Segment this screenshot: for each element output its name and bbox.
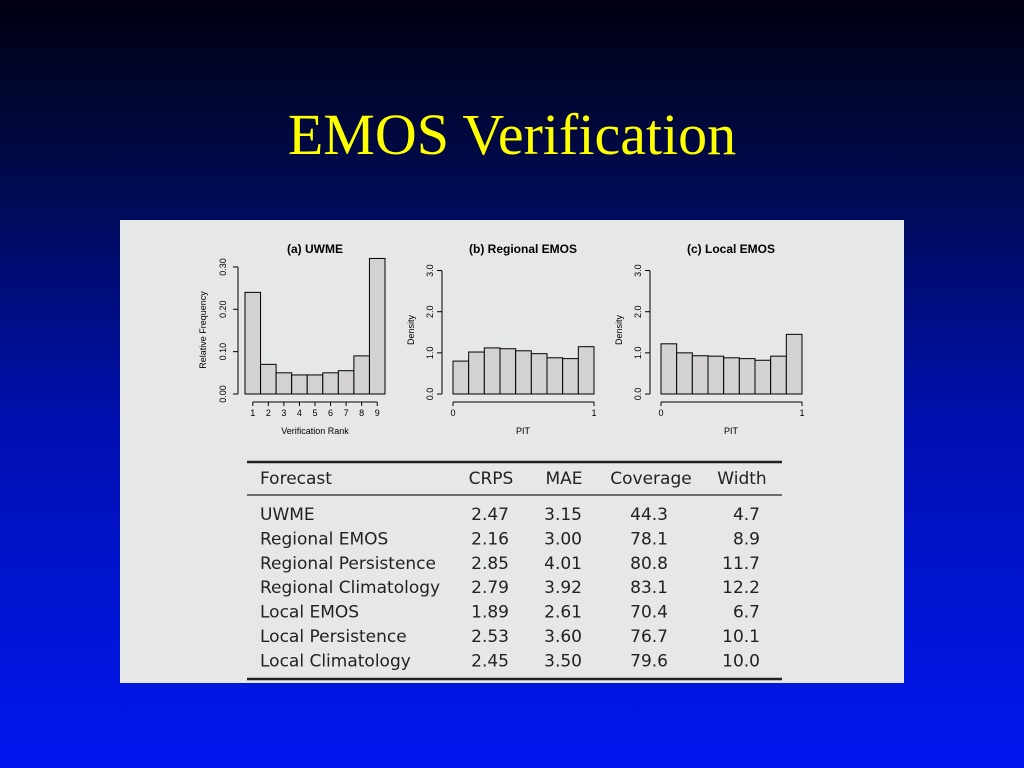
- y-tick-label: 3.0: [633, 264, 643, 277]
- table-column-header: MAE: [545, 469, 582, 489]
- table-row-label: Local EMOS: [260, 603, 359, 623]
- table-cell: 2.45: [471, 651, 509, 671]
- slide-title: EMOS Verification: [287, 102, 737, 167]
- table-cell: 2.16: [471, 529, 509, 549]
- table-row-label: Local Climatology: [260, 651, 411, 671]
- table-row-label: UWME: [260, 505, 315, 525]
- table-column-header: Forecast: [260, 469, 332, 489]
- x-tick-label: 1: [591, 408, 596, 418]
- table-cell: 11.7: [722, 554, 760, 574]
- table-cell: 3.15: [544, 505, 582, 525]
- histogram-bar: [577, 346, 595, 395]
- y-axis-label: Density: [406, 314, 416, 345]
- table-column-header: Width: [717, 469, 766, 489]
- y-tick-label: 0.0: [425, 388, 435, 401]
- figure-panel: (a) UWME 0.00 0.10 0.20 0.30 Relative Frequen…: [120, 220, 904, 683]
- x-tick-label: 2: [266, 408, 271, 418]
- histogram-regional-emos: (b) Regional EMOS 0.0 1.0 2.0 3.0 Density 0 1 PI…: [406, 242, 597, 436]
- x-tick-label: 3: [281, 408, 286, 418]
- table-cell: 3.50: [544, 651, 582, 671]
- chart-title: (a) UWME: [287, 242, 343, 256]
- table-column-header: CRPS: [469, 469, 514, 489]
- table-cell: 4.01: [544, 554, 582, 574]
- table-cell: 76.7: [630, 627, 668, 647]
- y-tick-label: 2.0: [425, 305, 435, 318]
- table-row-label: Regional EMOS: [260, 529, 388, 549]
- y-tick-label: 0.0: [633, 388, 643, 401]
- table-cell: 2.61: [544, 603, 582, 623]
- y-tick-label: 3.0: [425, 264, 435, 277]
- x-tick-label: 1: [250, 408, 255, 418]
- y-tick-label: 0.20: [218, 301, 228, 319]
- table-cell: 78.1: [630, 529, 668, 549]
- table-row-label: Regional Climatology: [260, 578, 440, 598]
- y-tick-label: 2.0: [633, 305, 643, 318]
- histogram-bar: [244, 291, 262, 395]
- y-tick-label: 1.0: [425, 347, 435, 360]
- table-cell: 83.1: [630, 578, 668, 598]
- table-cell: 2.79: [471, 578, 509, 598]
- table-cell: 44.3: [630, 505, 668, 525]
- table-cell: 8.9: [733, 529, 760, 549]
- table-cell: 4.7: [733, 505, 760, 525]
- y-axis-label: Relative Frequency: [198, 291, 208, 369]
- table-cell: 3.92: [544, 578, 582, 598]
- x-tick-label: 5: [312, 408, 317, 418]
- table-cell: 79.6: [630, 651, 668, 671]
- x-tick-label: 4: [297, 408, 302, 418]
- table-cell: 1.89: [471, 603, 509, 623]
- table-cell: 70.4: [630, 603, 668, 623]
- table-cell: 12.2: [722, 578, 760, 598]
- x-axis-label: Verification Rank: [281, 426, 349, 436]
- table-cell: 2.47: [471, 505, 509, 525]
- table-column-header: Coverage: [610, 469, 691, 489]
- x-tick-label: 1: [799, 408, 804, 418]
- x-tick-label: 6: [328, 408, 333, 418]
- x-axis-label: PIT: [724, 426, 739, 436]
- table-cell: 3.00: [544, 529, 582, 549]
- verification-table: Forecast CRPS MAE Coverage Width UWME 2.47 3.15…: [247, 460, 782, 681]
- table-cell: 2.85: [471, 554, 509, 574]
- table-cell: 3.60: [544, 627, 582, 647]
- histogram-bar: [368, 257, 386, 395]
- y-tick-label: 1.0: [633, 347, 643, 360]
- x-tick-label: 9: [375, 408, 380, 418]
- chart-title: (c) Local EMOS: [687, 242, 775, 256]
- table-cell: 2.53: [471, 627, 509, 647]
- table-cell: 80.8: [630, 554, 668, 574]
- y-tick-label: 0.10: [218, 343, 228, 361]
- table-row-label: Local Persistence: [260, 627, 407, 647]
- table-cell: 10.0: [722, 651, 760, 671]
- table-cell: 6.7: [733, 603, 760, 623]
- chart-title: (b) Regional EMOS: [469, 242, 577, 256]
- x-axis-label: PIT: [516, 426, 531, 436]
- histogram-local-emos: (c) Local EMOS 0.0 1.0 2.0 3.0 Density 0 1 PIT: [614, 242, 805, 436]
- y-tick-label: 0.30: [218, 258, 228, 276]
- table-row-label: Regional Persistence: [260, 554, 436, 574]
- histogram-bar: [785, 333, 803, 395]
- y-axis-label: Density: [614, 314, 624, 345]
- x-tick-label: 0: [658, 408, 663, 418]
- table-cell: 10.1: [722, 627, 760, 647]
- x-tick-label: 8: [359, 408, 364, 418]
- y-tick-label: 0.00: [218, 385, 228, 403]
- x-tick-label: 7: [344, 408, 349, 418]
- x-tick-label: 0: [450, 408, 455, 418]
- histogram-uwme: (a) UWME 0.00 0.10 0.20 0.30 Relative Frequen…: [198, 242, 386, 436]
